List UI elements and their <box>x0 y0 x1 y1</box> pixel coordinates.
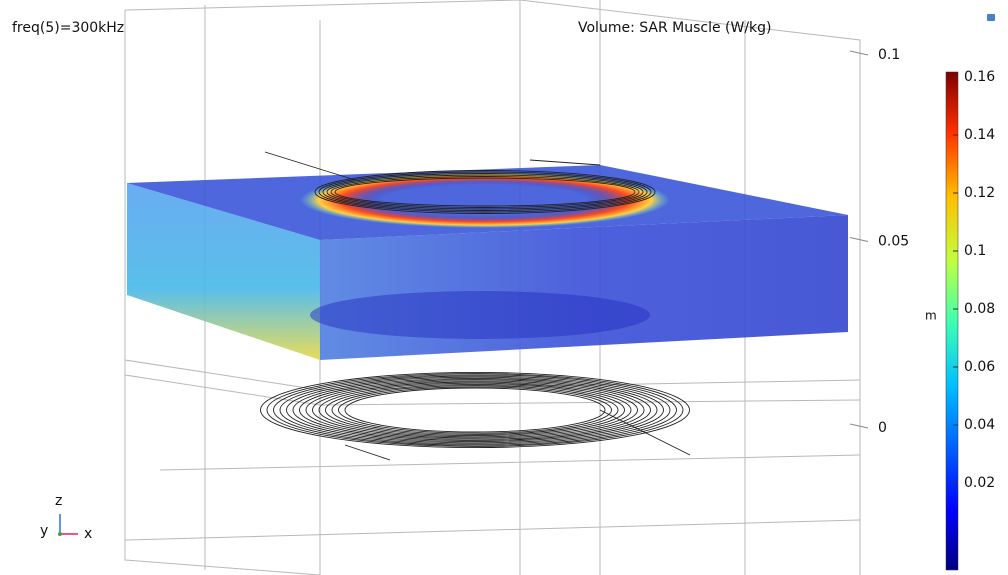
coil-turn <box>319 383 631 437</box>
colorbar-tick-label: 0.02 <box>964 475 995 491</box>
colorbar-tick-label: 0.1 <box>964 243 986 259</box>
coil-turn <box>261 372 690 447</box>
colorbar-tick-label: 0.16 <box>964 69 995 85</box>
coil-turn <box>300 380 651 441</box>
z-tick <box>850 424 868 428</box>
frequency-label: freq(5)=300kHz <box>12 20 124 36</box>
colorbar-tick-label: 0.14 <box>964 127 995 143</box>
coil-turn <box>306 381 644 439</box>
plot-window: freq(5)=300kHz Volume: SAR Muscle (W/kg)… <box>0 0 1008 575</box>
coil-turn <box>313 382 638 438</box>
z-tick-label: 0 <box>878 420 887 436</box>
muscle-slab <box>127 165 848 360</box>
window-icon <box>987 14 995 21</box>
coil-turn <box>339 387 612 433</box>
z-tick-label: 0.05 <box>878 234 909 250</box>
colorbar-tick-label: 0.06 <box>964 359 995 375</box>
triad-y: y <box>40 523 48 539</box>
z-tick <box>850 238 868 242</box>
triad-z: z <box>55 493 62 509</box>
axis-triad: z y x <box>40 493 92 542</box>
colorbar-tick-label: 0.04 <box>964 417 995 433</box>
triad-x: x <box>84 526 92 542</box>
z-tick-label: 0.1 <box>878 47 900 63</box>
colorbar-tick-label: 0.08 <box>964 301 995 317</box>
z-tick <box>850 51 868 55</box>
colorbar <box>946 72 958 570</box>
coil-turn <box>332 386 618 435</box>
coil-turn <box>345 388 605 432</box>
coil-turn <box>326 384 625 435</box>
colorbar-tick-label: 0.12 <box>964 185 995 201</box>
plot-title: Volume: SAR Muscle (W/kg) <box>578 20 772 36</box>
z-unit: m <box>925 309 937 323</box>
